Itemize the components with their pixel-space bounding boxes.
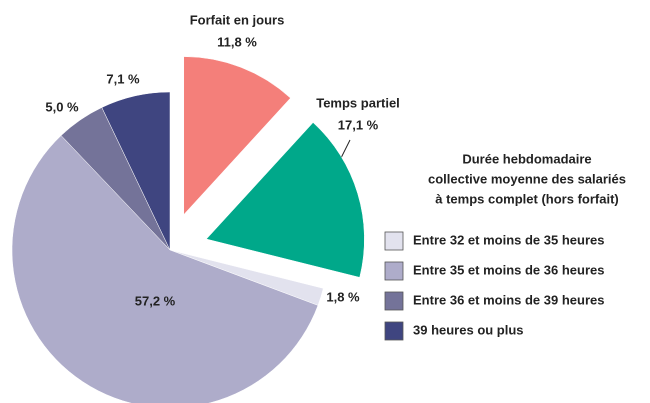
legend-swatch <box>384 261 404 281</box>
legend-swatch <box>384 231 404 251</box>
pie-slice <box>183 56 291 216</box>
data-label: 57,2 % <box>135 293 176 308</box>
pie-slice <box>101 91 171 251</box>
legend-swatch <box>384 291 404 311</box>
legend-title: Durée hebdomadaire <box>462 151 591 166</box>
legend-label: Entre 35 et moins de 36 heures <box>413 262 604 277</box>
data-label: 1,8 % <box>326 289 360 304</box>
slice-label: Temps partiel <box>316 95 400 110</box>
pie-slice <box>205 122 365 278</box>
data-label: 7,1 % <box>106 71 140 86</box>
data-label: 5,0 % <box>45 99 79 114</box>
legend-title: à temps complet (hors forfait) <box>435 191 618 206</box>
slice-label: Forfait en jours <box>190 12 285 27</box>
legend-swatch <box>384 321 404 341</box>
data-label: 17,1 % <box>338 117 379 132</box>
data-label: 11,8 % <box>217 34 257 49</box>
legend-label: Entre 36 et moins de 39 heures <box>413 292 604 307</box>
pie-slice <box>11 135 319 403</box>
legend-title: collective moyenne des salariés <box>428 171 626 186</box>
legend-label: 39 heures ou plus <box>413 322 524 337</box>
legend-label: Entre 32 et moins de 35 heures <box>413 232 604 247</box>
